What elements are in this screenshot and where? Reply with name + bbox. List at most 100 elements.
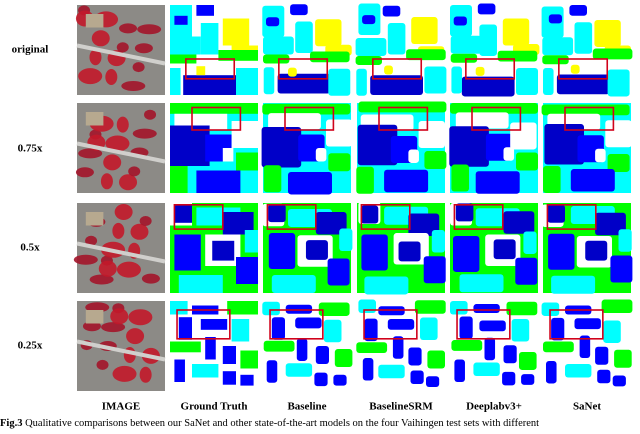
class-region	[222, 18, 250, 46]
class-region	[497, 50, 538, 62]
class-region	[451, 164, 470, 192]
class-region	[268, 204, 286, 223]
class-region	[425, 376, 440, 388]
class-region	[473, 362, 500, 377]
vegetation	[121, 81, 146, 91]
class-region	[408, 149, 419, 163]
highlight-box	[558, 58, 609, 80]
class-region	[569, 5, 587, 16]
vegetation	[112, 365, 137, 382]
class-region	[579, 335, 591, 359]
class-region	[295, 21, 313, 54]
caption-text: Qualitative comparisons between our SaNe…	[25, 418, 539, 429]
segmentation-map	[262, 203, 353, 293]
class-region	[548, 233, 575, 270]
class-region	[315, 148, 327, 162]
highlight-box	[191, 106, 242, 131]
highlight-box	[465, 58, 516, 80]
class-region	[542, 55, 569, 65]
class-region	[362, 15, 376, 25]
column-label: BaselineSRM	[369, 401, 433, 413]
class-region	[411, 17, 438, 45]
vegetation	[116, 261, 141, 278]
class-region	[585, 240, 608, 261]
class-region	[574, 22, 593, 54]
vegetation	[139, 366, 152, 383]
class-region	[424, 66, 447, 94]
class-region	[285, 363, 313, 377]
class-region	[551, 317, 565, 341]
class-region	[382, 5, 401, 17]
highlight-box	[546, 204, 597, 230]
highlight-box	[360, 204, 411, 230]
class-region	[378, 364, 405, 379]
class-region	[461, 76, 515, 97]
class-region	[455, 203, 474, 222]
class-region	[516, 68, 538, 95]
vegetation	[128, 166, 141, 177]
road	[76, 141, 166, 164]
class-region	[477, 3, 496, 15]
highlight-box	[269, 309, 324, 340]
class-region	[296, 338, 308, 361]
segmentation-map	[450, 203, 538, 293]
vegetation	[78, 68, 103, 85]
class-region	[240, 374, 254, 386]
class-region	[170, 301, 188, 315]
class-region	[506, 301, 538, 316]
class-region	[263, 165, 282, 193]
class-region	[450, 35, 482, 54]
class-region	[521, 374, 535, 385]
segmentation-map	[170, 103, 258, 193]
segmentation-map	[541, 299, 633, 391]
class-region	[364, 318, 378, 342]
vegetation	[114, 204, 133, 220]
class-region	[222, 148, 234, 162]
vegetation	[119, 23, 138, 34]
class-region	[244, 230, 258, 253]
vegetation	[128, 309, 153, 326]
highlight-box	[456, 309, 511, 340]
vegetation	[110, 308, 129, 325]
class-region	[318, 302, 350, 316]
class-region	[360, 205, 379, 224]
caption: Fig.3 Qualitative comparisons between ou…	[0, 418, 539, 429]
vegetation	[85, 302, 110, 313]
class-region	[364, 276, 409, 295]
class-region	[592, 48, 633, 60]
class-region	[263, 67, 275, 95]
class-region	[315, 212, 347, 235]
class-region	[570, 64, 580, 74]
class-region	[170, 103, 258, 114]
segmentation-map	[450, 301, 538, 391]
class-region	[473, 304, 500, 314]
class-region	[605, 120, 632, 148]
class-region	[362, 358, 374, 381]
class-region	[541, 104, 630, 116]
class-region	[268, 113, 321, 130]
vegetation	[119, 174, 138, 191]
class-region	[493, 239, 516, 260]
class-region	[510, 122, 537, 150]
segmentation-map	[356, 299, 446, 391]
class-region	[387, 23, 406, 55]
highlight-box	[549, 309, 604, 340]
class-region	[309, 51, 350, 63]
class-region	[305, 240, 328, 260]
vegetation	[82, 321, 101, 332]
vegetation	[98, 260, 117, 277]
class-region	[450, 103, 538, 114]
class-region	[516, 152, 538, 171]
class-region	[287, 67, 297, 77]
road	[76, 339, 166, 362]
class-region	[268, 233, 296, 270]
class-region	[231, 121, 258, 148]
segmentation-map	[262, 301, 353, 391]
class-region	[459, 274, 504, 293]
segmentation-map	[355, 3, 447, 96]
highlight-box	[278, 58, 329, 80]
class-region	[287, 171, 332, 195]
class-region	[595, 346, 609, 365]
class-region	[612, 375, 626, 387]
class-region	[515, 257, 538, 285]
